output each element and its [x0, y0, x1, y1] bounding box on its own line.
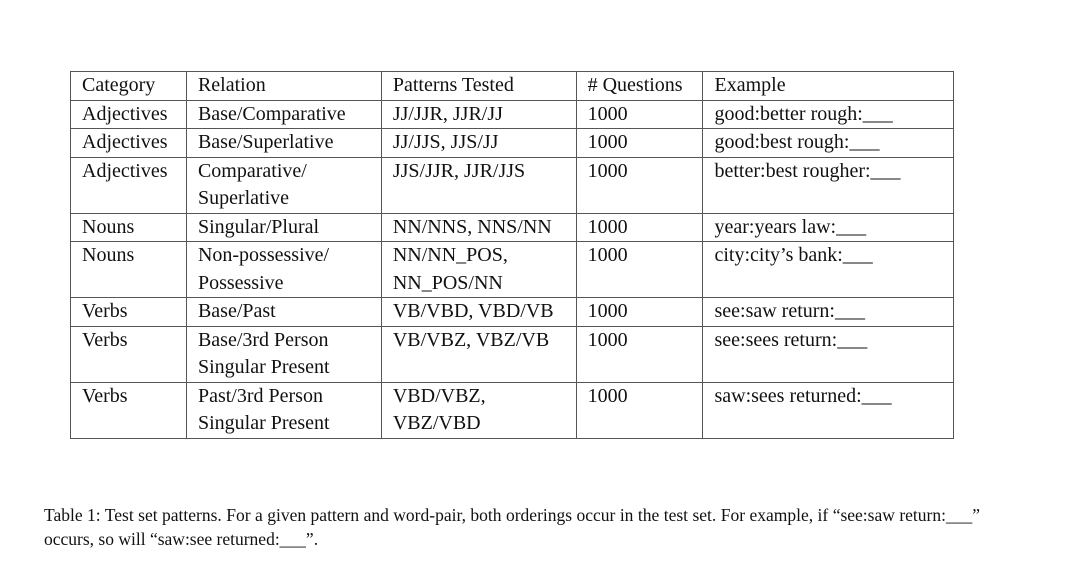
cell-relation: Non-possessive/ Possessive [185, 241, 382, 298]
table-row: Verbs Base/Past VB/VBD, VBD/VB 1000 see:saw … [70, 297, 954, 327]
table-row: Adjectives Comparative/ Superlative JJS/JJ… [70, 156, 954, 214]
table-row: Nouns Singular/Plural NN/NNS, NNS/NN 1000 ye… [70, 212, 954, 242]
cell-relation: Past/3rd Person Singular Present [185, 381, 382, 439]
table-row: Verbs Base/3rd Person Singular Present VB/… [70, 325, 954, 383]
cell-questions: 1000 [575, 325, 704, 383]
cell-category: Verbs [70, 381, 187, 439]
table-header-row: Category Relation Patterns Tested # Ques… [70, 71, 954, 101]
cell-example: city:city’s bank:___ [702, 241, 954, 298]
cell-example: see:saw return:___ [702, 297, 954, 327]
header-relation: Relation [185, 71, 382, 101]
cell-category: Verbs [70, 325, 187, 383]
table-row: Verbs Past/3rd Person Singular Present VBD… [70, 381, 954, 439]
cell-patterns: VB/VBD, VBD/VB [380, 297, 577, 327]
cell-questions: 1000 [575, 241, 704, 298]
cell-example: better:best rougher:___ [702, 156, 954, 214]
test-set-patterns-table: Category Relation Patterns Tested # Ques… [70, 71, 954, 439]
cell-example: see:sees return:___ [702, 325, 954, 383]
cell-questions: 1000 [575, 99, 704, 129]
cell-questions: 1000 [575, 297, 704, 327]
table-caption: Table 1: Test set patterns. For a given … [44, 505, 980, 549]
table-row: Nouns Non-possessive/ Possessive NN/NN_POS… [70, 241, 954, 298]
cell-patterns: VB/VBZ, VBZ/VB [380, 325, 577, 383]
table-row: Adjectives Base/Superlative JJ/JJS, JJS/JJ… [70, 128, 954, 158]
cell-example: saw:sees returned:___ [702, 381, 954, 439]
cell-category: Adjectives [70, 128, 187, 158]
cell-category: Adjectives [70, 156, 187, 214]
cell-patterns: VBD/VBZ, VBZ/VBD [380, 381, 577, 439]
cell-category: Adjectives [70, 99, 187, 129]
cell-category: Verbs [70, 297, 187, 327]
cell-relation: Base/Superlative [185, 128, 382, 158]
cell-patterns: JJ/JJR, JJR/JJ [380, 99, 577, 129]
cell-patterns: NN/NNS, NNS/NN [380, 212, 577, 242]
header-patterns-tested: Patterns Tested [380, 71, 577, 101]
header-questions: # Questions [575, 71, 704, 101]
cell-relation: Base/Past [185, 297, 382, 327]
cell-example: good:better rough:___ [702, 99, 954, 129]
header-category: Category [70, 71, 187, 101]
cell-patterns: JJS/JJR, JJR/JJS [380, 156, 577, 214]
cell-example: year:years law:___ [702, 212, 954, 242]
cell-questions: 1000 [575, 381, 704, 439]
header-example: Example [702, 71, 954, 101]
cell-questions: 1000 [575, 212, 704, 242]
cell-category: Nouns [70, 241, 187, 298]
cell-questions: 1000 [575, 128, 704, 158]
cell-patterns: JJ/JJS, JJS/JJ [380, 128, 577, 158]
table-row: Adjectives Base/Comparative JJ/JJR, JJR/JJ… [70, 99, 954, 129]
cell-patterns: NN/NN_POS, NN_POS/NN [380, 241, 577, 298]
cell-relation: Base/3rd Person Singular Present [185, 325, 382, 383]
cell-category: Nouns [70, 212, 187, 242]
cell-questions: 1000 [575, 156, 704, 214]
cell-relation: Singular/Plural [185, 212, 382, 242]
cell-example: good:best rough:___ [702, 128, 954, 158]
cell-relation: Comparative/ Superlative [185, 156, 382, 214]
cell-relation: Base/Comparative [185, 99, 382, 129]
